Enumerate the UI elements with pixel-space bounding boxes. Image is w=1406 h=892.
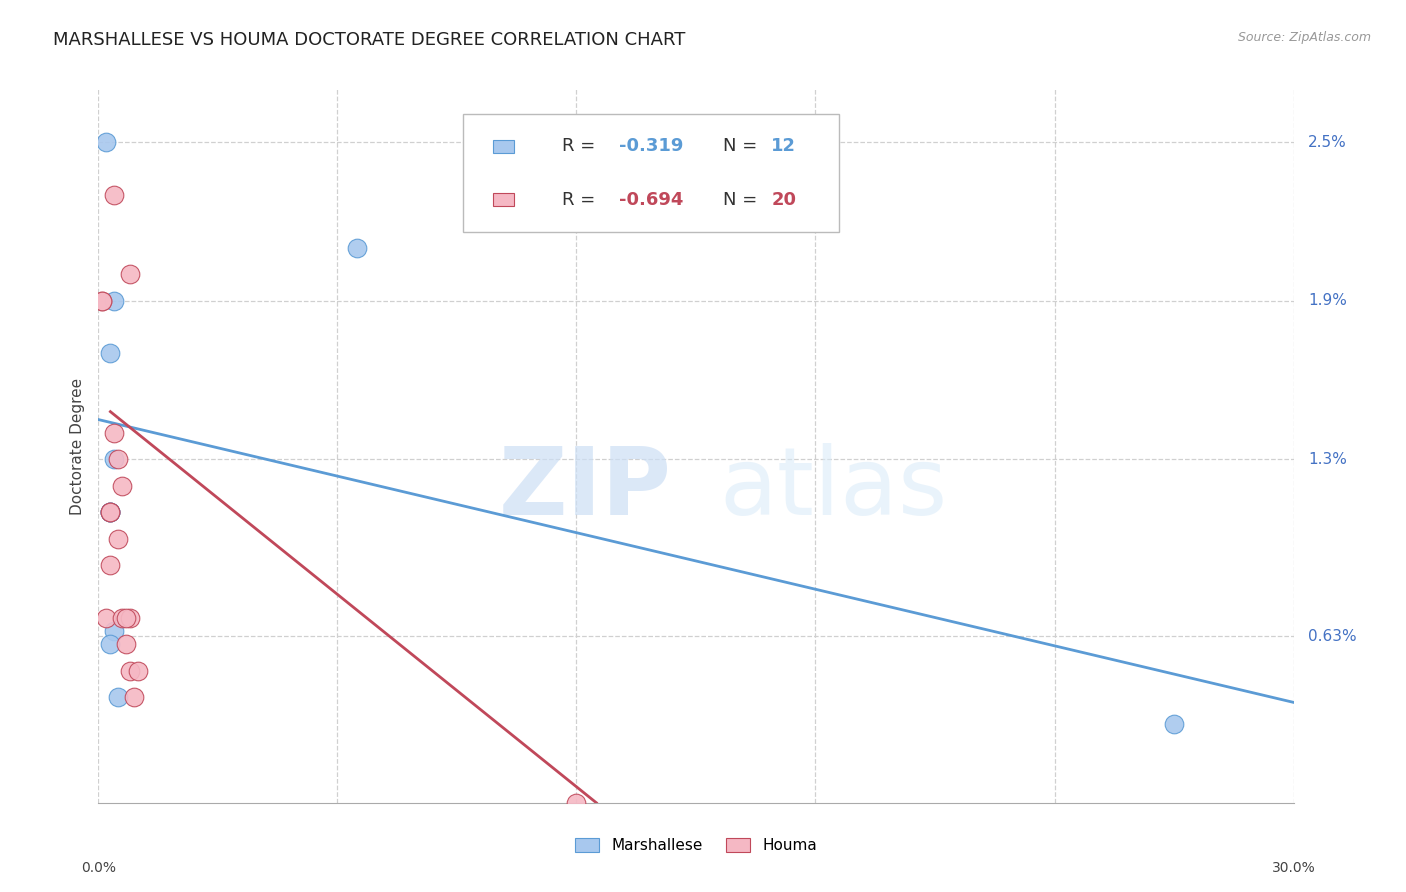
Point: [98, 505, 122, 519]
Text: 0.0%: 0.0%: [82, 861, 115, 875]
Text: 12: 12: [772, 137, 796, 155]
Text: 2.5%: 2.5%: [1308, 135, 1347, 150]
Text: 20: 20: [772, 191, 796, 209]
Point: [107, 690, 129, 704]
Point: [103, 188, 125, 202]
Text: 30.0%: 30.0%: [1271, 861, 1316, 875]
Text: -0.694: -0.694: [620, 191, 683, 209]
Text: R =: R =: [562, 137, 602, 155]
Point: [98, 558, 122, 572]
Point: [107, 452, 129, 467]
Text: N =: N =: [724, 137, 763, 155]
Text: 0.63%: 0.63%: [1308, 629, 1357, 644]
FancyBboxPatch shape: [494, 194, 515, 206]
Point: [103, 624, 125, 638]
Text: 1.9%: 1.9%: [1308, 293, 1347, 308]
Legend: Marshallese, Houma: Marshallese, Houma: [568, 832, 824, 859]
Text: atlas: atlas: [720, 442, 948, 535]
Point: [115, 611, 138, 625]
Point: [98, 346, 122, 360]
Text: -0.319: -0.319: [620, 137, 683, 155]
Point: [98, 505, 122, 519]
Point: [120, 267, 142, 281]
FancyBboxPatch shape: [494, 140, 515, 153]
Point: [98, 637, 122, 651]
Text: R =: R =: [562, 191, 602, 209]
Point: [124, 690, 146, 704]
Point: [111, 478, 134, 492]
Point: [107, 532, 129, 546]
Text: N =: N =: [724, 191, 763, 209]
Point: [115, 637, 138, 651]
Point: [1163, 716, 1185, 731]
Point: [103, 425, 125, 440]
Text: Source: ZipAtlas.com: Source: ZipAtlas.com: [1237, 31, 1371, 45]
Point: [98, 505, 122, 519]
Point: [91, 293, 114, 308]
Point: [346, 241, 368, 255]
Point: [103, 452, 125, 467]
Point: [91, 293, 114, 308]
Point: [96, 135, 118, 149]
Text: MARSHALLESE VS HOUMA DOCTORATE DEGREE CORRELATION CHART: MARSHALLESE VS HOUMA DOCTORATE DEGREE CO…: [53, 31, 686, 49]
Text: 1.3%: 1.3%: [1308, 451, 1347, 467]
Point: [96, 611, 118, 625]
Point: [111, 611, 134, 625]
Y-axis label: Doctorate Degree: Doctorate Degree: [69, 377, 84, 515]
Point: [98, 505, 122, 519]
Point: [98, 505, 122, 519]
Point: [120, 611, 142, 625]
Point: [565, 796, 588, 810]
Point: [127, 664, 149, 678]
Point: [120, 664, 142, 678]
Point: [103, 293, 125, 308]
Text: ZIP: ZIP: [499, 442, 672, 535]
FancyBboxPatch shape: [463, 114, 839, 232]
